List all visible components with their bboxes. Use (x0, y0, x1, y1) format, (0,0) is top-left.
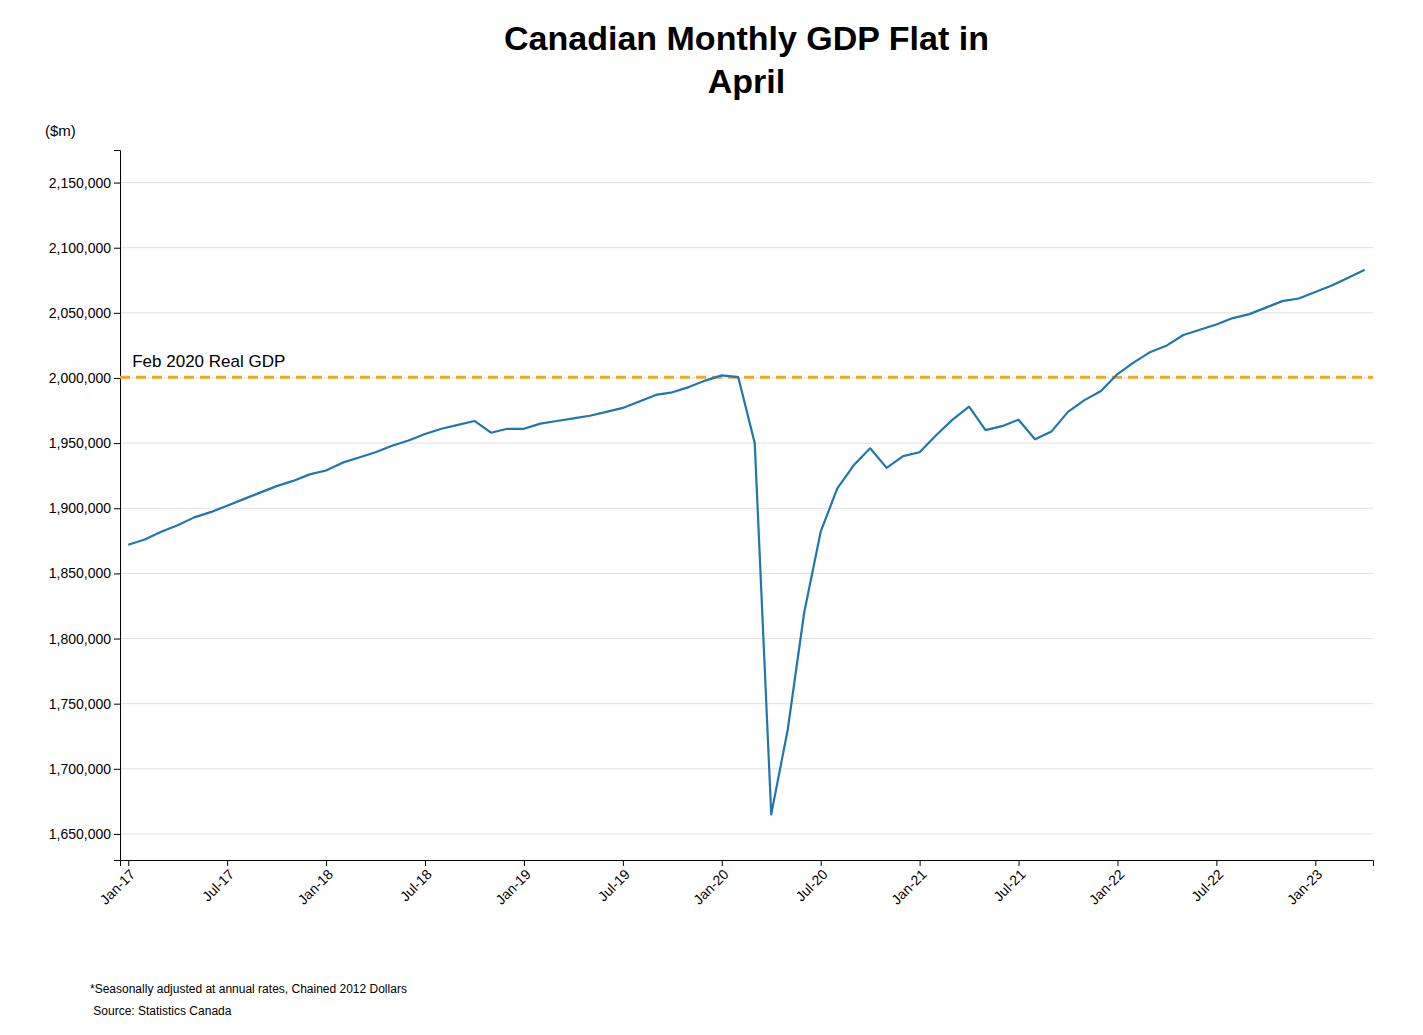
grid (120, 183, 1373, 834)
y-tick: 1,800,000 (49, 631, 120, 647)
plot-area (120, 270, 1373, 815)
x-tick-label: Jan-18 (294, 866, 336, 908)
x-tick-mark (326, 860, 327, 866)
x-tick-mark (425, 860, 426, 866)
x-tick: Jan-23 (1284, 860, 1326, 908)
y-tick: 2,000,000 (49, 370, 120, 386)
chart: 1,650,000 1,700,000 1,750,000 1,800,000 1,85… (0, 0, 1423, 1035)
grid-line (120, 312, 1373, 313)
grid-line (120, 182, 1373, 183)
y-tick-mark (114, 248, 120, 249)
grid-line (120, 833, 1373, 834)
x-axis-line (121, 861, 1374, 867)
x-tick: Jan-17 (97, 860, 139, 908)
x-tick-label: Jan-21 (888, 866, 930, 908)
x-tick: Jan-18 (294, 860, 336, 908)
y-tick-mark (114, 508, 120, 509)
y-tick: 1,900,000 (49, 500, 120, 516)
y-tick-label: 1,850,000 (49, 565, 111, 581)
y-tick: 1,750,000 (49, 696, 120, 712)
x-tick-label: Jan-19 (492, 866, 534, 908)
x-tick-label: Jul-18 (397, 866, 435, 904)
y-tick-label: 2,100,000 (49, 240, 111, 256)
x-tick: Jul-19 (595, 860, 633, 904)
x-tick-mark (1216, 860, 1217, 866)
grid-line (120, 703, 1373, 704)
y-axis: 1,650,000 1,700,000 1,750,000 1,800,000 1,85… (49, 151, 121, 861)
y-tick-mark (114, 573, 120, 574)
y-label: ($m) (45, 122, 76, 139)
y-tick: 2,150,000 (49, 175, 120, 191)
x-tick-mark (524, 860, 525, 866)
y-tick-label: 2,050,000 (49, 305, 111, 321)
x-tick-label: Jul-20 (792, 866, 830, 904)
x-tick-mark (623, 860, 624, 866)
y-tick-mark (114, 834, 120, 835)
x-tick: Jul-20 (792, 860, 830, 904)
y-tick-label: 1,650,000 (49, 826, 111, 842)
y-axis-line (114, 151, 121, 861)
x-tick-label: Jul-19 (595, 866, 633, 904)
y-tick-label: 1,750,000 (49, 696, 111, 712)
x-tick: Jan-22 (1086, 860, 1128, 908)
x-tick-label: Jul-22 (1188, 866, 1226, 904)
y-tick-mark (114, 313, 120, 314)
x-tick: Jul-21 (990, 860, 1028, 904)
y-tick: 2,100,000 (49, 240, 120, 256)
x-tick-label: Jan-23 (1284, 866, 1326, 908)
x-tick: Jul-22 (1188, 860, 1226, 904)
x-axis: Jan-17 Jul-17 Jan-18 Jul-18 Jan-19 Jul-19 Jan-… (97, 860, 1374, 908)
x-tick: Jan-21 (888, 860, 930, 908)
grid-line (120, 508, 1373, 509)
grid-line (120, 377, 1373, 378)
grid-line (120, 573, 1373, 574)
x-tick-mark (227, 860, 228, 866)
x-tick-mark (821, 860, 822, 866)
x-tick-label: Jan-22 (1086, 866, 1128, 908)
y-tick-mark (114, 183, 120, 184)
y-tick-label: 2,000,000 (49, 370, 111, 386)
title: Canadian Monthly GDP Flat inApril (504, 19, 989, 100)
x-tick-mark (1019, 860, 1020, 866)
footnote: *Seasonally adjusted at annual rates, Ch… (90, 982, 407, 996)
y-tick-mark (114, 378, 120, 379)
reference-line (120, 376, 1373, 379)
y-tick: 1,850,000 (49, 565, 120, 581)
grid-line (120, 768, 1373, 769)
y-tick: 2,050,000 (49, 305, 120, 321)
y-tick-mark (114, 704, 120, 705)
grid-line (120, 638, 1373, 639)
x-tick-mark (1117, 860, 1118, 866)
reference-label: Feb 2020 Real GDP (132, 352, 285, 371)
x-tick-mark (1315, 860, 1316, 866)
grid-line (120, 247, 1373, 248)
y-tick: 1,950,000 (49, 435, 120, 451)
footnote: Source: Statistics Canada (90, 1004, 232, 1018)
x-tick-label: Jul-17 (199, 866, 237, 904)
x-tick-mark (920, 860, 921, 866)
y-tick-label: 1,900,000 (49, 500, 111, 516)
x-tick-label: Jan-20 (690, 866, 732, 908)
x-tick-mark (722, 860, 723, 866)
y-tick: 1,700,000 (49, 761, 120, 777)
y-tick-label: 2,150,000 (49, 175, 111, 191)
grid-line (120, 443, 1373, 444)
y-tick-label: 1,700,000 (49, 761, 111, 777)
x-tick: Jul-17 (199, 860, 237, 904)
x-tick-label: Jan-17 (97, 866, 139, 908)
y-tick-label: 1,950,000 (49, 435, 111, 451)
y-tick-mark (114, 769, 120, 770)
x-tick: Jan-20 (690, 860, 732, 908)
y-tick-label: 1,800,000 (49, 631, 111, 647)
gdp-line (128, 270, 1365, 815)
x-tick-mark (128, 860, 129, 866)
y-tick: 1,650,000 (49, 826, 120, 842)
x-tick-label: Jul-21 (990, 866, 1028, 904)
x-tick: Jan-19 (492, 860, 534, 908)
y-tick-mark (114, 639, 120, 640)
y-tick-mark (114, 443, 120, 444)
x-tick: Jul-18 (397, 860, 435, 904)
